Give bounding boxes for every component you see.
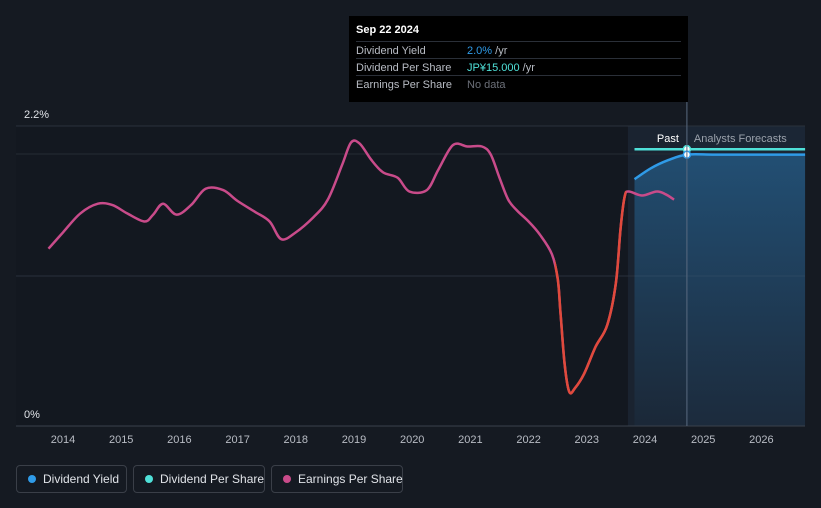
forecast-region-label: Analysts Forecasts — [694, 133, 787, 145]
x-tick-label: 2017 — [225, 434, 249, 446]
tooltip-row-dividend-per-share: Dividend Per Share JP¥15.000 /yr — [356, 58, 681, 77]
legend-dividend-yield[interactable]: Dividend Yield — [16, 465, 127, 493]
y-axis-label-bottom: 0% — [24, 409, 40, 421]
hover-tooltip: Sep 22 2024 Dividend Yield 2.0% /yr Divi… — [349, 16, 688, 102]
x-tick-label: 2023 — [575, 434, 599, 446]
x-tick-label: 2015 — [109, 434, 133, 446]
tooltip-row-value: 2.0% — [467, 45, 493, 57]
tooltip-date: Sep 22 2024 — [356, 24, 419, 36]
tooltip-row-label: Earnings Per Share — [356, 79, 452, 91]
x-tick-label: 2020 — [400, 434, 424, 446]
tooltip-row-value-wrap: 2.0% /yr — [467, 45, 507, 57]
legend-swatch — [283, 475, 291, 483]
tooltip-row-unit: /yr — [495, 45, 508, 57]
tooltip-row-value-wrap: No data — [467, 79, 506, 91]
legend-label: Dividend Yield — [43, 472, 120, 486]
tooltip-row-value: JP¥15.000 — [467, 62, 520, 74]
legend-swatch — [145, 475, 153, 483]
y-axis-label-top: 2.2% — [24, 109, 49, 121]
legend-earnings-per-share[interactable]: Earnings Per Share — [271, 465, 403, 493]
tooltip-row-value: No data — [467, 79, 506, 91]
tooltip-row-value-wrap: JP¥15.000 /yr — [467, 62, 535, 74]
x-tick-label: 2014 — [51, 434, 75, 446]
x-tick-label: 2026 — [749, 434, 773, 446]
legend-dividend-per-share[interactable]: Dividend Per Share — [133, 465, 265, 493]
x-tick-label: 2022 — [516, 434, 540, 446]
tooltip-row-dividend-yield: Dividend Yield 2.0% /yr — [356, 41, 681, 60]
x-tick-label: 2024 — [633, 434, 657, 446]
tooltip-row-label: Dividend Yield — [356, 45, 426, 57]
tooltip-row-label: Dividend Per Share — [356, 62, 452, 74]
legend-label: Dividend Per Share — [160, 472, 265, 486]
axis-layer: 2.2% 0% 2014 2015 2016 2017 2018 2019 2020 2021 20… — [16, 16, 805, 446]
x-tick-label: 2019 — [342, 434, 366, 446]
x-tick-label: 2018 — [284, 434, 308, 446]
tooltip-row-earnings-per-share: Earnings Per Share No data — [356, 75, 681, 94]
x-tick-label: 2016 — [167, 434, 191, 446]
legend-label: Earnings Per Share — [298, 472, 403, 486]
earnings-per-share-low-segment — [554, 190, 627, 395]
dividend-yield-area — [634, 154, 806, 426]
tooltip-row-unit: /yr — [522, 62, 535, 74]
past-region-label: Past — [657, 133, 679, 145]
x-tick-label: 2025 — [691, 434, 715, 446]
x-tick-label: 2021 — [458, 434, 482, 446]
legend-swatch — [28, 475, 36, 483]
